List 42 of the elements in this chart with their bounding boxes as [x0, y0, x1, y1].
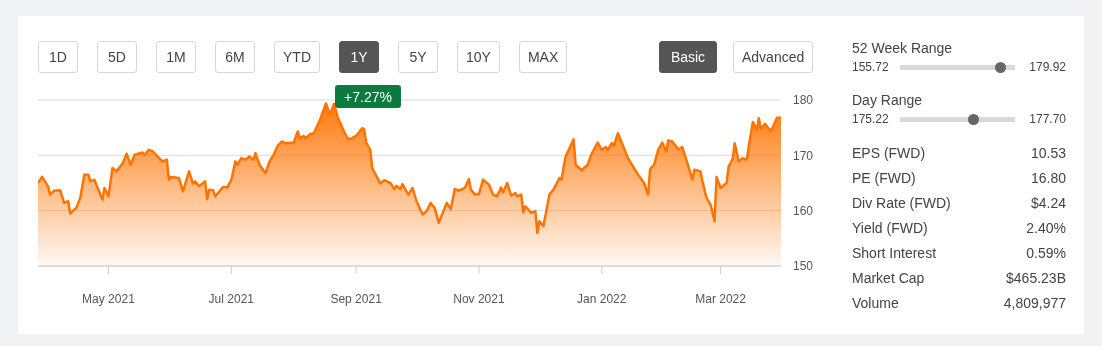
button: Basic	[659, 41, 717, 73]
y-tick-label: 170	[793, 148, 814, 163]
text: $4.24	[1030, 195, 1066, 213]
button: 1D	[38, 41, 78, 73]
text: 2.40%	[1026, 220, 1066, 238]
x-tick-label: Nov 2021	[453, 291, 505, 306]
x-tick-label: Jan 2022	[577, 291, 627, 306]
button: YTD	[274, 41, 320, 73]
text: $465.23B	[1006, 270, 1066, 288]
x-tick-label: Jul 2021	[208, 291, 255, 306]
x-tick-label: Mar 2022	[695, 291, 747, 306]
button: MAX	[518, 41, 568, 73]
button: 5D	[97, 41, 137, 73]
text: 179.92	[1029, 60, 1066, 74]
x-tick-label: May 2021	[82, 291, 136, 306]
y-tick-label: 160	[793, 203, 814, 218]
text: PE (FWD)	[852, 170, 916, 188]
text: Market Cap	[852, 270, 925, 288]
text: EPS (FWD)	[852, 145, 926, 163]
text: 175.22	[852, 112, 889, 126]
button: 1M	[156, 41, 196, 73]
text: 155.72	[852, 60, 889, 74]
text: 4,809,977	[1003, 295, 1066, 313]
y-tick-label: 150	[793, 259, 814, 274]
button: 6M	[215, 41, 255, 73]
text: Short Interest	[852, 245, 937, 263]
text: Volume	[852, 295, 899, 313]
text: Div Rate (FWD)	[852, 195, 951, 213]
text: 16.80	[1030, 170, 1066, 188]
y-tick-label: 180	[793, 93, 814, 108]
x-tick-label: Sep 2021	[330, 291, 383, 306]
text: Yield (FWD)	[852, 220, 928, 238]
button: 10Y	[457, 41, 500, 73]
button: Advanced	[733, 41, 814, 73]
text: 177.70	[1029, 112, 1066, 126]
text: Day Range	[852, 92, 924, 108]
text: 0.59%	[1026, 245, 1066, 263]
text: 10.53	[1030, 145, 1066, 163]
button: 5Y	[398, 41, 438, 73]
button: 1Y	[339, 41, 379, 73]
text: 52 Week Range	[852, 40, 954, 56]
annotation: +7.27%	[335, 85, 401, 108]
